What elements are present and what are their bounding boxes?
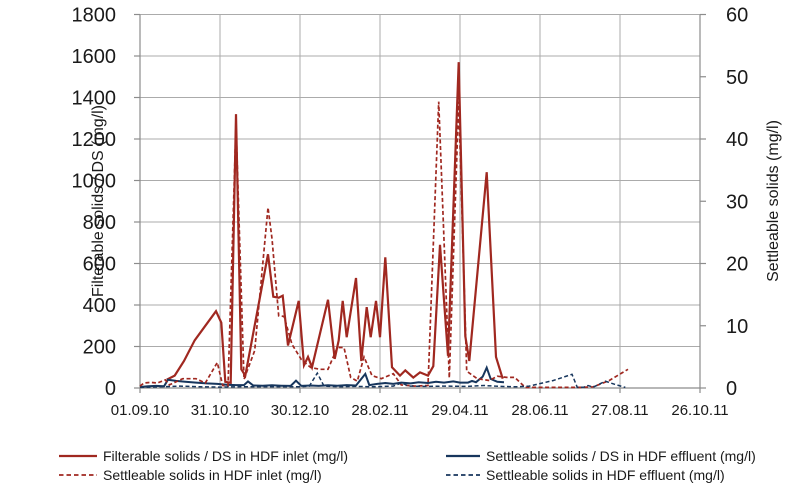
x-axis-tick-label: 28.02.11 bbox=[351, 402, 408, 419]
chart-legend: Filterable solids / DS in HDF inlet (mg/… bbox=[0, 446, 800, 496]
left-axis-title: Filterable solids / DS (mg/l) bbox=[90, 105, 107, 297]
right-axis-tick-label: 40 bbox=[726, 129, 748, 151]
gridlines bbox=[139, 14, 701, 389]
series-line-0 bbox=[166, 62, 504, 385]
left-axis-tick-label: 1000 bbox=[72, 171, 117, 193]
legend-item-settleable-solids-inlet: Settleable solids in HDF inlet (mg/l) bbox=[58, 465, 348, 484]
left-axis-tick-label: 600 bbox=[83, 254, 116, 276]
left-axis-tick-label: 1200 bbox=[72, 129, 117, 151]
right-axis-tick-label: 60 bbox=[726, 5, 748, 27]
x-axis-tick-label: 29.04.11 bbox=[431, 402, 488, 419]
right-axis-tick-label: 30 bbox=[726, 191, 748, 213]
legend-column-effluent: Settleable solids / DS in HDF effluent (… bbox=[445, 446, 756, 484]
left-axis-tick-label: 0 bbox=[105, 378, 116, 400]
series-line-3 bbox=[139, 371, 626, 389]
right-axis-tick-label: 50 bbox=[726, 67, 748, 89]
axes bbox=[134, 13, 706, 393]
x-axis-tick-label: 01.09.10 bbox=[111, 402, 169, 419]
x-axis-tick-label: 27.08.11 bbox=[591, 402, 648, 419]
series-line-1 bbox=[139, 101, 629, 389]
line-chart: 0 200 400 600 800 1000 1200 1400 1600 1800 0 10 20 30… bbox=[72, 5, 783, 420]
legend-item-filterable-solids-inlet: Filterable solids / DS in HDF inlet (mg/… bbox=[58, 446, 348, 465]
series-lines bbox=[139, 62, 629, 389]
left-axis-tick-label: 1800 bbox=[72, 5, 117, 27]
legend-label-settleable-ds-effluent: Settleable solids / DS in HDF effluent (… bbox=[486, 447, 756, 464]
legend-swatch-blue-solid-line bbox=[446, 454, 480, 457]
legend-swatch-blue-dashed-line bbox=[446, 473, 480, 476]
x-axis-tick-label: 28.06.11 bbox=[511, 402, 568, 419]
tick-labels: 0 200 400 600 800 1000 1200 1400 1600 1800 0 10 20 30… bbox=[72, 5, 749, 420]
right-axis-tick-label: 0 bbox=[726, 378, 737, 400]
left-axis-tick-label: 1400 bbox=[72, 88, 117, 110]
right-axis-tick-label: 10 bbox=[726, 316, 748, 338]
legend-swatch-red-solid-line bbox=[59, 454, 97, 457]
left-axis-tick-label: 200 bbox=[83, 337, 116, 359]
x-axis-tick-label: 30.12.10 bbox=[271, 402, 329, 419]
left-axis-tick-label: 400 bbox=[83, 295, 116, 317]
legend-column-inlet: Filterable solids / DS in HDF inlet (mg/… bbox=[58, 446, 348, 484]
left-axis-tick-label: 1600 bbox=[72, 46, 117, 68]
legend-item-settleable-ds-effluent: Settleable solids / DS in HDF effluent (… bbox=[445, 446, 756, 465]
legend-label-filterable-solids-inlet: Filterable solids / DS in HDF inlet (mg/… bbox=[103, 447, 349, 464]
legend-label-settleable-solids-effluent: Settleable solids in HDF effluent (mg/l) bbox=[486, 466, 725, 483]
right-axis-title: Settleable solids (mg/l) bbox=[765, 120, 782, 282]
series-line-2 bbox=[139, 365, 505, 388]
left-axis-tick-label: 800 bbox=[83, 212, 116, 234]
x-axis-tick-label: 31.10.10 bbox=[191, 402, 249, 419]
right-axis-tick-label: 20 bbox=[726, 254, 748, 276]
legend-item-settleable-solids-effluent: Settleable solids in HDF effluent (mg/l) bbox=[445, 465, 756, 484]
x-axis-tick-label: 26.10.11 bbox=[671, 402, 728, 419]
legend-label-settleable-solids-inlet: Settleable solids in HDF inlet (mg/l) bbox=[103, 466, 322, 483]
legend-swatch-red-dashed-line bbox=[59, 473, 97, 476]
